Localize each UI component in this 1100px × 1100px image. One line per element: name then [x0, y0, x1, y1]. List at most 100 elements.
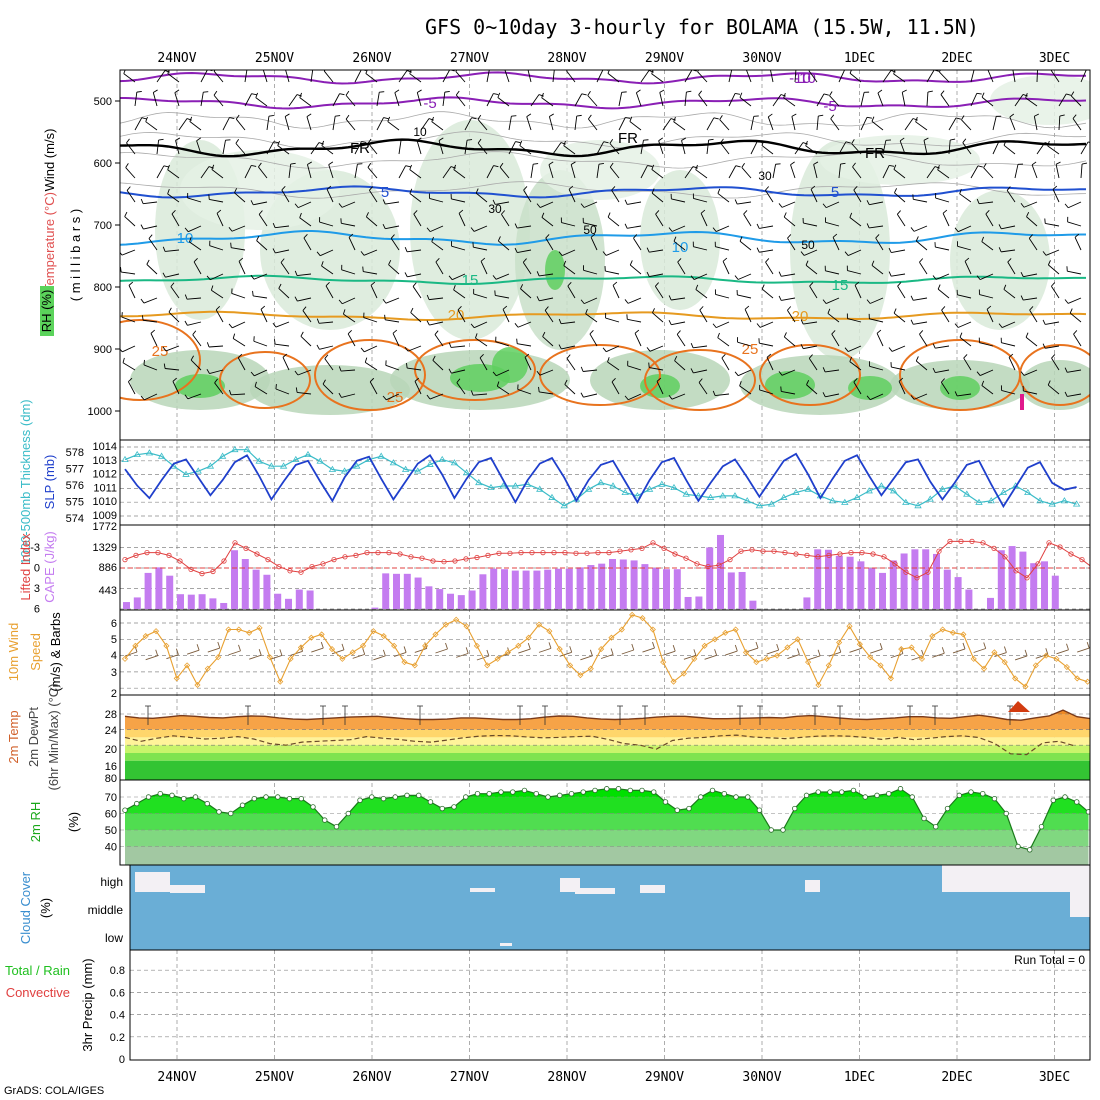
barb-staff [847, 345, 862, 353]
li-tick-label: -3 [30, 542, 40, 554]
wind-barb [398, 70, 412, 83]
wind10m-barb [725, 650, 738, 656]
barb-flag [247, 68, 252, 69]
thickness-marker [316, 457, 324, 464]
barb-flag [542, 331, 546, 337]
barb-flag [805, 260, 809, 266]
wind-barb [275, 383, 290, 395]
barb-flag [1066, 93, 1072, 96]
barb-staff [458, 213, 466, 227]
wind-barb [904, 118, 918, 131]
rh2m-marker [416, 792, 422, 799]
wind-barb [448, 342, 466, 348]
temp-band [125, 745, 1090, 753]
wind-barb [410, 307, 422, 323]
lifted-index-marker [397, 551, 403, 557]
date-label-bottom: 27NOV [450, 1070, 489, 1085]
barb-staff [830, 118, 840, 131]
wind-barb [200, 91, 209, 107]
wind-barb [838, 162, 846, 179]
barb-staff [367, 167, 378, 179]
rh2m-marker [580, 789, 586, 795]
wind-barb [382, 297, 400, 304]
barb-staff [431, 121, 444, 131]
barb-staff [332, 93, 340, 107]
barb-staff [150, 333, 158, 347]
barb-flag [404, 346, 409, 352]
grads-credit: GrADS: COLA/IGES [4, 1085, 104, 1097]
lifted-index-marker [727, 556, 733, 563]
dewpoint2m-line [124, 734, 1076, 756]
wind10m-marker [163, 642, 170, 649]
barb-staff [717, 337, 730, 347]
barb-staff [429, 225, 444, 233]
barb-flag [448, 368, 452, 374]
barb-staff [495, 341, 510, 347]
barb-staff [456, 382, 466, 395]
barb-staff [1025, 97, 1038, 107]
barb-flag [580, 392, 584, 398]
wind-barb [976, 369, 994, 376]
wind-barb [189, 116, 202, 131]
date-label-top: 27NOV [450, 51, 489, 66]
barb-flag [998, 323, 1003, 328]
plus20-isotherm-label: 20 [792, 308, 809, 325]
wind-barb [961, 115, 972, 131]
wind-barb [504, 70, 510, 83]
barb-staff [486, 165, 494, 179]
cape-bar [835, 555, 843, 609]
barb-staff [649, 345, 664, 352]
lifted-index-axis-label: Lifted Index [18, 533, 33, 601]
thickness-marker [694, 492, 703, 499]
date-label-top: 2DEC [941, 51, 972, 66]
barb-flag [206, 275, 211, 281]
wind-barb [1020, 271, 1038, 278]
barb-flag [1020, 295, 1024, 301]
barb-staff [499, 166, 510, 179]
wind-barb [822, 297, 840, 304]
lifted-index-marker [815, 554, 821, 560]
bottom-date-axis: 24NOV 25NOV 26NOV 27NOV 28NOV 29NOV 30NOV 1DEC 2… [157, 1070, 1070, 1085]
date-label-top: 29NOV [645, 51, 684, 66]
wind-barb [654, 282, 664, 299]
wind-barb [583, 265, 598, 275]
wind-barb [536, 271, 554, 277]
barb-flag [695, 164, 698, 170]
barb-flag [899, 137, 905, 142]
wind-barb [888, 271, 906, 277]
lifted-index-marker [969, 538, 975, 545]
barb-flag [434, 330, 439, 335]
wind-barb [406, 363, 422, 371]
barb-staff [172, 381, 180, 395]
rh2m-marker [392, 794, 398, 800]
barb-flag [281, 186, 286, 191]
barb-staff [215, 309, 224, 323]
wind10m-barb [207, 647, 220, 653]
barb-staff [354, 141, 362, 155]
barb-staff [987, 70, 994, 83]
cape-bar [382, 573, 390, 609]
thickness-marker [145, 449, 154, 456]
pressure-tick-label: 600 [94, 158, 112, 170]
wind10m-marker [991, 649, 998, 656]
barb-staff [1023, 390, 1038, 395]
cloud-clear-patch [575, 888, 615, 894]
wind-barb [756, 321, 774, 328]
wind10m-barb [663, 650, 676, 656]
rh-shading [765, 371, 815, 399]
wind-barb [574, 114, 582, 131]
wind-barb [656, 377, 664, 395]
barb-flag [712, 390, 716, 396]
barb-flag [668, 295, 672, 301]
barb-staff [898, 381, 906, 395]
barb-staff [979, 342, 994, 347]
li-tick-label: 0 [34, 563, 40, 575]
barb-flag [581, 93, 587, 96]
barb-staff [253, 295, 268, 299]
barb-flag [405, 165, 411, 168]
wind10m-barb [870, 648, 883, 654]
barb-flag [570, 161, 576, 165]
wind10m-barb-flag [672, 645, 676, 652]
barb-flag [1029, 306, 1034, 311]
